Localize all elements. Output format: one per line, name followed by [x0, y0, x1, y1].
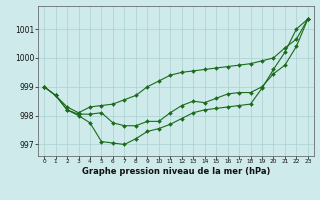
X-axis label: Graphe pression niveau de la mer (hPa): Graphe pression niveau de la mer (hPa): [82, 167, 270, 176]
